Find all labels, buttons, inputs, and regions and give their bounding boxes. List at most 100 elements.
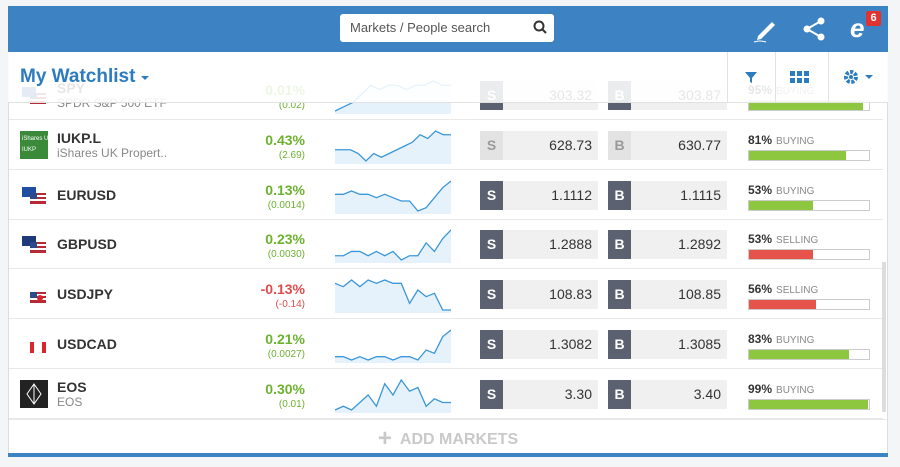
change-amount: (0.0030) [267, 249, 305, 261]
watchlist-title[interactable]: My Watchlist [20, 66, 136, 87]
market-symbol: EURUSD [57, 186, 117, 203]
icon-part [42, 342, 46, 353]
buy-button[interactable]: B [608, 180, 631, 210]
icon-part [30, 294, 46, 297]
settings-icon[interactable] [843, 69, 875, 85]
icon-part [30, 244, 46, 247]
edit-icon[interactable] [750, 14, 780, 44]
icon-part [30, 248, 46, 251]
change-amount: (0.0027) [267, 349, 305, 360]
sentiment-text: BUYING [776, 335, 815, 346]
sentiment-bar-bg [748, 398, 870, 410]
buy-button[interactable]: B [608, 379, 631, 409]
icon-part [26, 382, 42, 405]
sparkline [335, 329, 451, 363]
add-markets[interactable]: + ADD MARKETS [9, 419, 887, 455]
share-icon[interactable] [802, 16, 828, 42]
sentiment-text: SELLING [776, 235, 819, 247]
buy-price[interactable]: 1.2892 [631, 230, 727, 260]
market-row[interactable] [9, 319, 883, 369]
change-percent: 0.23% [265, 231, 305, 248]
icon-part [30, 192, 46, 204]
market-row[interactable] [9, 70, 883, 120]
buy-button[interactable]: B [608, 130, 631, 160]
icon-part [22, 286, 36, 297]
buy-price[interactable]: 1.1115 [631, 180, 727, 210]
filter-icon[interactable] [744, 70, 758, 84]
sparkline-line [335, 279, 451, 311]
change-amount: (-0.14) [275, 299, 305, 311]
sell-button[interactable]: S [480, 280, 503, 310]
sell-button[interactable]: S [480, 130, 503, 160]
sentiment-percent: 81% [748, 132, 773, 147]
sell-button[interactable]: S [480, 330, 503, 359]
icon-part [30, 342, 34, 353]
market-symbol: USDJPY [57, 286, 114, 303]
buy-price[interactable]: 630.77 [631, 130, 727, 160]
sell-price[interactable]: 3.30 [503, 379, 598, 409]
sparkline-line [335, 329, 451, 361]
sell-price[interactable]: 628.73 [503, 130, 598, 160]
market-symbol: EOS [57, 378, 87, 395]
market-symbol: IUKP.L [57, 129, 102, 146]
watchlist-header [8, 52, 888, 103]
sentiment: 99% BUYING [748, 382, 814, 396]
market-row[interactable] [9, 219, 883, 270]
sell-price[interactable]: 1.3082 [503, 330, 598, 359]
notification-badge: 6 [866, 11, 881, 26]
icon-part [30, 192, 37, 199]
search-box[interactable]: Markets / People search [340, 14, 554, 42]
change-percent: 0.13% [265, 181, 305, 198]
sell-price[interactable]: 1.1112 [503, 180, 598, 210]
sparkline-line [335, 180, 451, 212]
market-row[interactable] [9, 170, 883, 220]
icon-text: IUKP [22, 147, 36, 153]
sentiment-bar [749, 101, 863, 110]
sell-price[interactable]: 108.83 [503, 280, 598, 310]
sentiment-text: SELLING [776, 285, 819, 297]
market-row[interactable] [9, 369, 883, 419]
market-icon [22, 336, 46, 353]
buy-button[interactable]: B [608, 330, 631, 359]
market-icon [22, 236, 46, 254]
change-amount: (0.0014) [267, 199, 305, 211]
sentiment-text: BUYING [776, 384, 815, 396]
sparkline-line [335, 229, 451, 262]
market-row[interactable] [9, 120, 883, 170]
sparkline-line [335, 130, 451, 162]
dropdown-arrow[interactable] [140, 74, 150, 82]
market-symbol: USDCAD [57, 336, 117, 352]
buy-button[interactable]: B [608, 230, 631, 260]
sentiment-bar-bg [748, 199, 870, 211]
sell-price[interactable]: 1.2888 [503, 230, 598, 260]
sell-button[interactable]: S [480, 379, 503, 409]
market-row[interactable] [9, 269, 883, 320]
sentiment-bar-bg [748, 349, 870, 360]
search-icon[interactable] [533, 20, 547, 34]
buy-price[interactable]: 3.40 [631, 379, 727, 409]
divider [727, 52, 728, 102]
icon-part [30, 242, 46, 254]
sentiment-percent: 53% [748, 182, 773, 197]
sparkline-area [335, 130, 451, 164]
change-amount: (0.01) [278, 398, 305, 410]
grid-icon[interactable] [790, 71, 810, 84]
buy-price[interactable]: 108.85 [631, 280, 727, 310]
market-icon [22, 186, 46, 204]
sell-button[interactable]: S [480, 230, 503, 260]
sentiment-bar-bg [748, 149, 870, 161]
change-percent: 0.30% [265, 380, 305, 397]
scrollbar[interactable] [882, 262, 886, 412]
add-markets-label[interactable]: ADD MARKETS [399, 431, 519, 448]
market-icon: iShares UK IUKP [20, 130, 48, 159]
buy-button[interactable]: B [608, 280, 631, 310]
plus-icon: + [377, 425, 392, 452]
icon-part [30, 292, 37, 299]
logo[interactable]: e [850, 13, 865, 43]
sparkline-area [335, 180, 451, 214]
sentiment-bar [749, 399, 868, 409]
market-symbol: GBPUSD [57, 236, 117, 253]
buy-price[interactable]: 1.3085 [631, 330, 727, 359]
sell-button[interactable]: S [480, 180, 503, 210]
sentiment-bar [749, 350, 849, 359]
